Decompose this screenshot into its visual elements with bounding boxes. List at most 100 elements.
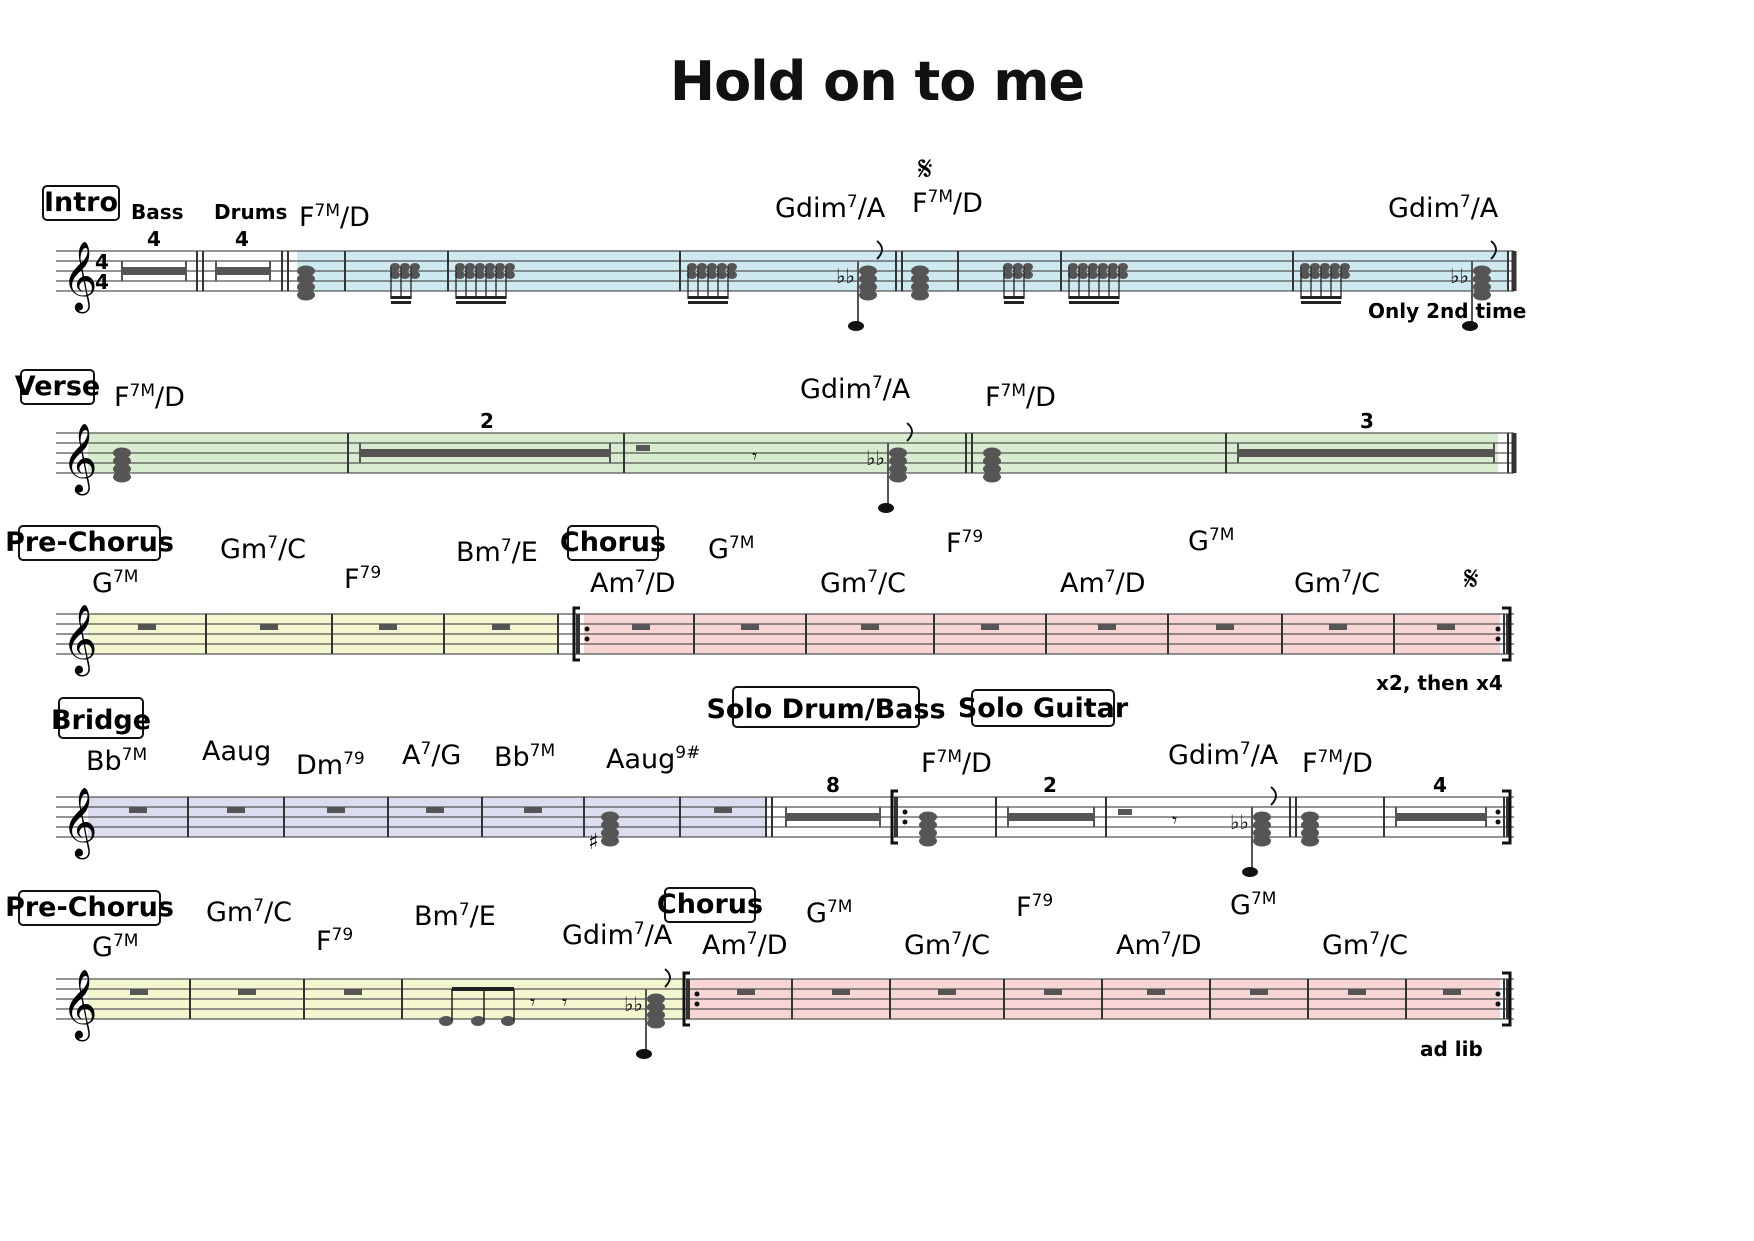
- section-verse-box: [20, 369, 95, 405]
- whole-rest: [737, 989, 755, 995]
- rest-count: 2: [480, 409, 494, 433]
- multi-measure-rest: [786, 813, 880, 821]
- chord-symbol: G7M: [92, 567, 138, 599]
- repeat-dot: [1495, 809, 1501, 815]
- chord-symbol: Am7/D: [702, 929, 788, 961]
- section-chorus-box: [664, 887, 756, 923]
- hit-chord: ♭♭: [836, 240, 883, 331]
- whole-rest: [741, 624, 759, 630]
- beamed-notes: [390, 263, 420, 304]
- chord-notes: [113, 447, 131, 483]
- flat-signs: ♭♭: [1450, 264, 1469, 288]
- treble-clef: 𝄞: [62, 969, 97, 1041]
- chord-symbol: G7M: [708, 533, 754, 565]
- whole-rest: [1216, 624, 1234, 630]
- sharp-sign: ♯: [588, 830, 599, 855]
- rest-count: 4: [147, 227, 161, 251]
- repeat-start-bracket: [572, 606, 580, 662]
- whole-rest: [1443, 989, 1461, 995]
- rest-count: 8: [826, 773, 840, 797]
- whole-rest: [260, 624, 278, 630]
- whole-rest: [1437, 624, 1455, 630]
- chord-symbol: Bb7M: [86, 745, 147, 777]
- flat-signs: ♭♭: [836, 264, 855, 288]
- time-sig-bottom: 4: [95, 270, 109, 294]
- section-pre-chorus-box: [18, 890, 161, 926]
- multi-measure-rest: [360, 449, 610, 457]
- repeat-dot: [584, 626, 590, 632]
- section-intro: Intro: [44, 187, 118, 218]
- whole-rest: [138, 624, 156, 630]
- chord-symbol: Gm7/C: [1294, 567, 1380, 599]
- song-title: Hold on to me: [669, 50, 1085, 113]
- section-pre-chorus: Pre-Chorus: [5, 527, 174, 558]
- chord-symbol: Am7/D: [590, 567, 676, 599]
- chord-symbol: Gdim7/A: [800, 373, 911, 405]
- whole-rest: [1098, 624, 1116, 630]
- chord-notes: [1301, 811, 1319, 847]
- section-solo-guitar-box: [971, 689, 1115, 727]
- section-intro-box: [42, 185, 120, 221]
- eighth-notes: [439, 987, 515, 1026]
- treble-clef: 𝄞: [62, 787, 97, 859]
- whole-rest: [981, 624, 999, 630]
- chord-symbol: F79: [1016, 891, 1053, 923]
- repeat-start-bracket: [682, 971, 690, 1027]
- rest-count: 3: [1360, 409, 1374, 433]
- repeat-dot: [902, 819, 908, 825]
- multi-measure-rest: [216, 267, 270, 275]
- whole-rest: [938, 989, 956, 995]
- chord-symbol: F7M/D: [299, 201, 370, 233]
- chord-symbol: Am7/D: [1060, 567, 1146, 599]
- eighth-rest: 𝄾: [562, 990, 567, 1014]
- whole-rest: [861, 624, 879, 630]
- repeat-dot: [694, 991, 700, 997]
- section-chorus: Chorus: [657, 889, 763, 920]
- chord-symbol: Gm7/C: [820, 567, 906, 599]
- chord-notes: [911, 265, 929, 301]
- label-bass: Bass: [131, 200, 184, 224]
- chord-notes: [297, 265, 315, 301]
- whole-rest: [492, 624, 510, 630]
- eighth-rest: 𝄾: [530, 990, 535, 1014]
- treble-clef: 𝄞: [62, 241, 97, 313]
- whole-rest: [344, 989, 362, 995]
- repeat-dot: [694, 1001, 700, 1007]
- flat-signs: ♭♭: [1230, 810, 1249, 834]
- half-rest: [1118, 809, 1132, 815]
- chord-symbol: Gdim7/A: [1388, 192, 1499, 224]
- treble-clef: 𝄞: [62, 423, 97, 495]
- whole-rest: [379, 624, 397, 630]
- chord-symbol: Bm7/E: [414, 900, 496, 932]
- whole-rest: [238, 989, 256, 995]
- hit-chord: ♭♭: [866, 422, 913, 513]
- staff-row-3: [56, 613, 1514, 655]
- multi-measure-rest: [122, 267, 186, 275]
- repeat-end-bracket: [1502, 789, 1512, 845]
- whole-rest: [524, 807, 542, 813]
- whole-rest: [1044, 989, 1062, 995]
- section-chorus-box: [567, 525, 659, 561]
- beamed-notes: [1300, 263, 1350, 304]
- whole-rest: [1348, 989, 1366, 995]
- multi-measure-rest: [1238, 449, 1494, 457]
- whole-rest: [1329, 624, 1347, 630]
- repeat-start-bracket: [890, 789, 898, 845]
- whole-rest: [1250, 989, 1268, 995]
- chord-symbol: G7M: [1188, 525, 1234, 557]
- chord-symbol: Gdim7/A: [562, 919, 673, 951]
- multi-measure-rest: [1396, 813, 1486, 821]
- whole-rest: [714, 807, 732, 813]
- chord-symbol: Aaug9#: [606, 743, 700, 775]
- annotation-repeat-count: x2, then x4: [1376, 671, 1503, 695]
- chord-symbol: Am7/D: [1116, 929, 1202, 961]
- chord-symbol: F79: [344, 563, 381, 595]
- chord-symbol: G7M: [806, 897, 852, 929]
- section-solo-guitar: Solo Guitar: [958, 693, 1129, 724]
- half-rest: [636, 445, 650, 451]
- chord-symbol: F7M/D: [912, 187, 983, 219]
- chord-symbol: F7M/D: [985, 381, 1056, 413]
- whole-rest: [130, 989, 148, 995]
- chord-symbol: Dm79: [296, 749, 365, 781]
